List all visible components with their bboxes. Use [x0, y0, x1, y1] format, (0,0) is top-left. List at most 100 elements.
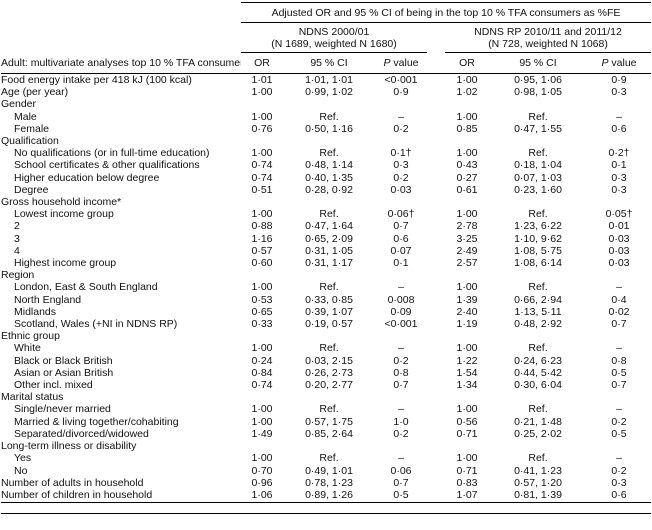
ci-value-survey2: Ref. — [528, 208, 548, 221]
or-value-survey2: 1·00 — [456, 208, 478, 221]
p-value-survey2: 0·3 — [611, 171, 627, 184]
row-label: Qualification — [1, 135, 59, 148]
column-gap — [427, 74, 445, 87]
row-label: 3 — [14, 232, 20, 245]
spanning-header: Adjusted OR and 95 % CI of being in the … — [241, 2, 652, 23]
ci-value-survey1: 0·03, 2·15 — [305, 354, 353, 367]
p-value-survey1: 0·008 — [387, 293, 415, 306]
column-gap — [427, 184, 445, 196]
p-value-survey2: 0·6 — [611, 122, 627, 135]
category-row: Ethnic group — [1, 330, 651, 342]
ci-value-survey2: Ref. — [528, 452, 548, 465]
table-header: Adjusted OR and 95 % CI of being in the … — [1, 2, 652, 74]
p-value-survey1: 0·07 — [390, 244, 412, 257]
table-row: Number of children in household 1·06 0·89,… — [1, 488, 652, 504]
stub-spacer — [1, 23, 241, 53]
p-value-survey2: – — [616, 452, 622, 465]
ci-value-survey1: 0·31, 1·05 — [305, 244, 353, 257]
or-value-survey1: 1·00 — [251, 281, 273, 294]
or-value-survey2: 1·00 — [456, 147, 478, 160]
column-gap — [427, 281, 445, 293]
table-row: Single/never married 1·00 Ref. – 1·00 Ref. – — [1, 403, 651, 415]
column-gap — [427, 428, 445, 440]
p-value-survey1: 0·7 — [393, 476, 409, 489]
p-value-survey1: 0·1 — [393, 257, 409, 270]
ci-header-survey2: 95 % CI — [489, 52, 587, 74]
p-value-survey2: 0·8 — [611, 354, 627, 367]
p-value-survey1: 0·5 — [375, 488, 427, 504]
table-row: Lowest income group 1·00 Ref. 0·06† 1·00 Ref.… — [1, 208, 651, 220]
or-value-survey1: 1·00 — [251, 403, 273, 416]
p-value-survey2: 0·03 — [608, 232, 630, 245]
p-value-survey1: 0·09 — [390, 305, 412, 318]
ci-value-survey1: Ref. — [319, 110, 339, 123]
ci-value-survey2: 0·98, 1·05 — [514, 86, 562, 99]
or-value-survey1: 1·00 — [251, 110, 273, 123]
column-gap — [427, 23, 445, 53]
group-header-ndns-rp: NDNS RP 2010/11 and 2011/12 (N 728, weig… — [445, 22, 652, 53]
or-value-survey1: 0·65 — [251, 305, 273, 318]
column-gap — [427, 245, 445, 257]
or-value-survey1: 0·74 — [251, 379, 273, 392]
p-value-survey1: 0·7 — [393, 379, 409, 392]
or-value-survey1: 0·51 — [251, 183, 273, 196]
table-row: Number of adults in household 0·96 0·78, 1… — [1, 477, 651, 489]
table-body: Food energy intake per 418 kJ (100 kcal)… — [1, 74, 652, 504]
ci-value-survey2: 0·21, 1·48 — [514, 415, 562, 428]
ci-value-survey2: 0·18, 1·04 — [514, 159, 562, 172]
p-word: value — [390, 57, 419, 69]
column-gap — [427, 86, 445, 98]
row-label: Age (per year) — [1, 86, 69, 99]
row-label: Female — [14, 122, 50, 135]
row-label: Single/never married — [14, 403, 111, 416]
table-row: Age (per year) 1·00 0·99, 1·02 0·9 1·02 0·98,… — [1, 86, 651, 98]
ci-value-survey1: 0·47, 1·64 — [305, 220, 353, 233]
or-value-survey2: 1·54 — [456, 366, 478, 379]
or-value-survey1: 0·53 — [251, 293, 273, 306]
p-value-survey1: – — [398, 110, 404, 123]
ci-value-survey2: 1·10, 9·62 — [514, 232, 562, 245]
row-label: Scotland, Wales (+NI in NDNS RP) — [14, 318, 178, 331]
or-value-survey1: 1·00 — [251, 208, 273, 221]
row-label: Region — [1, 269, 35, 282]
group1-sample: (N 1689, weighted N 1680) — [271, 38, 397, 50]
row-label: 4 — [14, 244, 20, 257]
table-row: School certificates & other qualificatio… — [1, 159, 651, 171]
table-row: No qualifications (or in full-time educa… — [1, 147, 651, 159]
p-value-survey2: 0·03 — [608, 244, 630, 257]
p-value-survey1: 0·2 — [393, 354, 409, 367]
ci-value-survey1: 0·19, 0·57 — [305, 318, 353, 331]
stub-spacer — [1, 3, 241, 23]
p-value-survey2: 0·4 — [611, 293, 627, 306]
p-value-survey1: 0·8 — [393, 366, 409, 379]
ci-value-survey2: 0·57, 1·20 — [514, 476, 562, 489]
row-label: Other incl. mixed — [14, 379, 93, 392]
column-gap — [427, 233, 445, 245]
p-value-survey2: 0·3 — [611, 476, 627, 489]
table-row: North England 0·53 0·33, 0·85 0·008 1·39 0·66… — [1, 294, 651, 306]
ci-value-survey1: 0·99, 1·02 — [305, 86, 353, 99]
or-value-survey2: 1·22 — [456, 354, 478, 367]
or-value-survey1: 0·74 — [251, 159, 273, 172]
category-row: Qualification — [1, 135, 651, 147]
or-value-survey2: 0·83 — [456, 476, 478, 489]
column-gap — [427, 306, 445, 318]
or-value-survey1: 1·49 — [251, 427, 273, 440]
ci-value-survey1: 0·20, 2·77 — [305, 379, 353, 392]
ci-value-survey1: Ref. — [319, 208, 339, 221]
ci-value-survey2: Ref. — [528, 281, 548, 294]
column-gap — [427, 172, 445, 184]
p-value-survey2: 0·3 — [611, 86, 627, 99]
or-value-survey1: 1·00 — [251, 415, 273, 428]
p-value-survey1: 0·06 — [390, 464, 412, 477]
table-row: 3 1·16 0·65, 2·09 0·6 3·25 1·10, 9·62 0·03 — [1, 233, 651, 245]
column-gap — [427, 403, 445, 415]
column-gap — [427, 294, 445, 306]
table-row: Highest income group 0·60 0·31, 1·17 0·1 2·5… — [1, 257, 651, 269]
or-value-survey2: 2·78 — [456, 220, 478, 233]
ci-value-survey2: 0·07, 1·03 — [514, 171, 562, 184]
row-label: Gender — [1, 98, 37, 111]
ci-value-survey1: 0·85, 2·64 — [305, 427, 353, 440]
ci-value-survey2: 0·41, 1·23 — [514, 464, 562, 477]
